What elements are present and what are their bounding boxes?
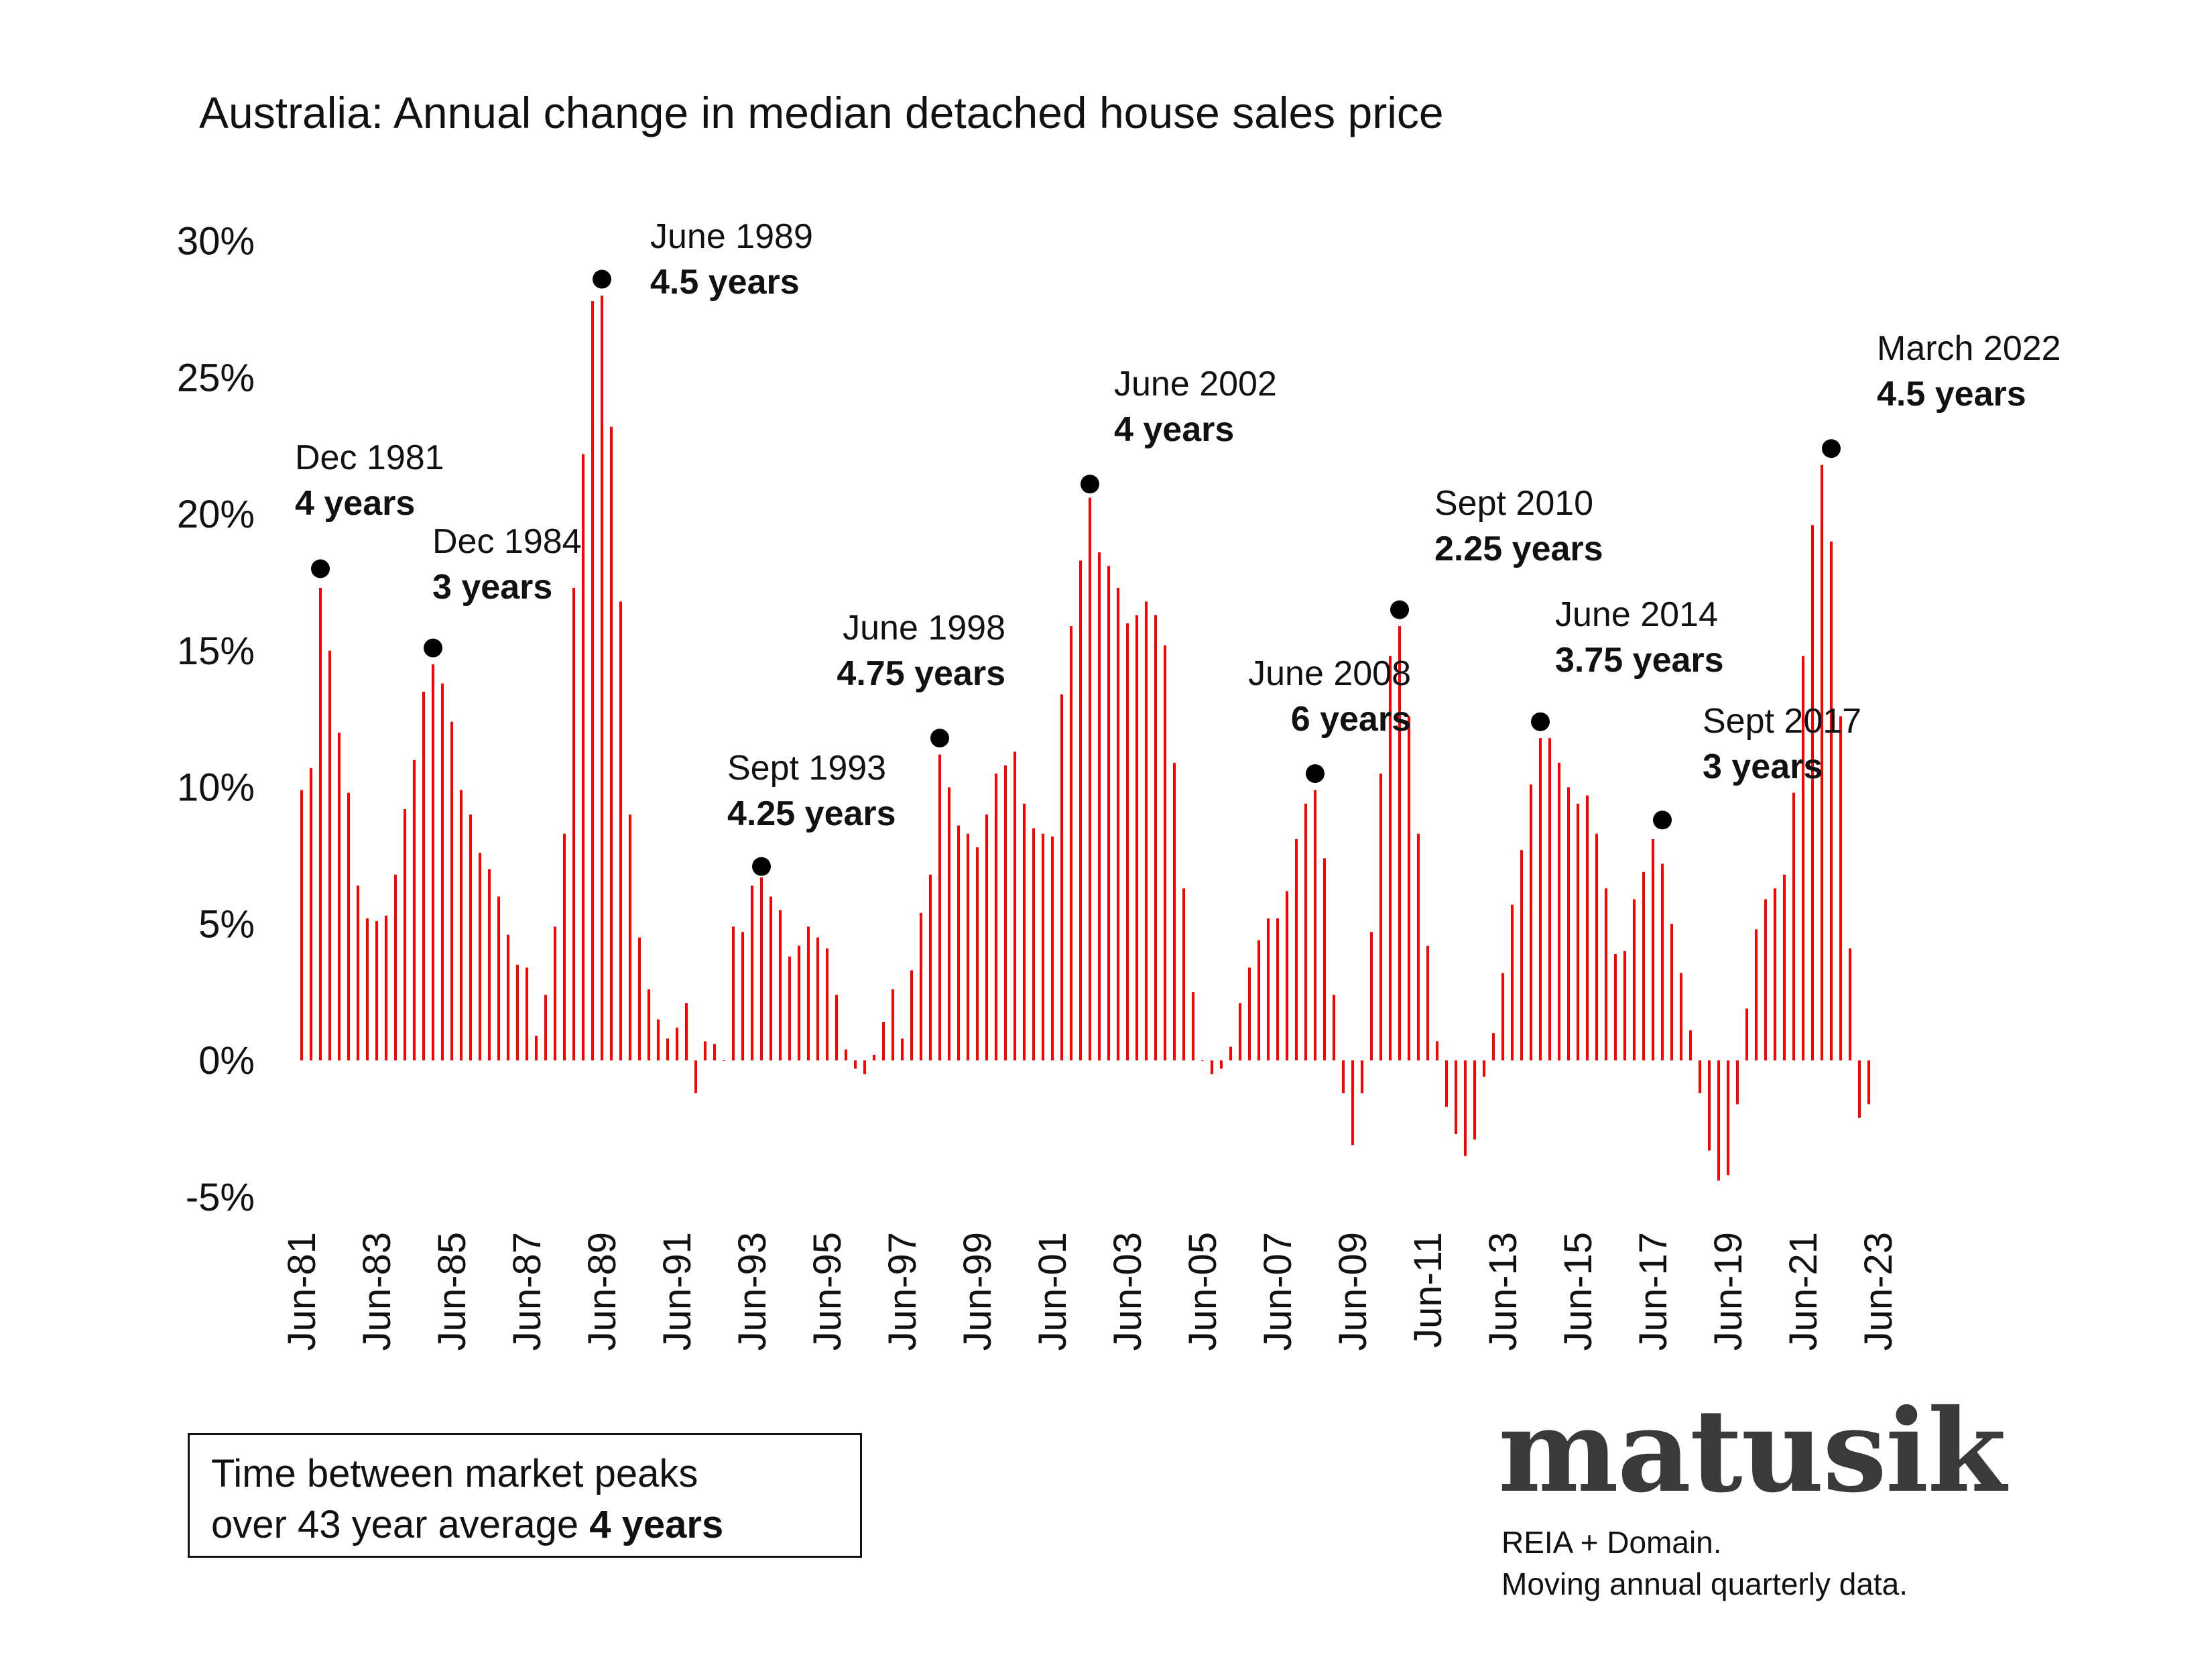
peak-marker — [1390, 600, 1409, 619]
y-tick-label: 0% — [198, 1039, 255, 1083]
peak-marker — [1822, 439, 1841, 458]
peak-annotation: Dec 1981 4 years — [295, 438, 444, 578]
y-axis: 30% 25% 20% 15% 10% 5% 0% -5% — [177, 220, 255, 1219]
x-tick-label: Jun-21 — [1782, 1232, 1825, 1351]
peak-duration: 6 years — [1291, 700, 1411, 739]
peak-annotation: Dec 1984 3 years — [424, 522, 582, 658]
peak-marker — [752, 857, 771, 876]
x-tick-label: Jun-93 — [731, 1232, 774, 1351]
peak-duration: 3 years — [432, 568, 552, 607]
x-tick-label: Jun-23 — [1857, 1232, 1900, 1351]
x-axis: Jun-81 Jun-83 Jun-85 Jun-87 Jun-89 Jun-91 Jun-… — [280, 1232, 1900, 1351]
x-tick-label: Jun-91 — [656, 1232, 699, 1351]
x-tick-label: Jun-15 — [1556, 1232, 1600, 1351]
peak-date: Dec 1984 — [432, 522, 582, 561]
peak-duration: 3 years — [1703, 747, 1823, 786]
peak-date: Sept 2017 — [1703, 702, 1861, 741]
peak-duration: 2.25 years — [1434, 530, 1603, 568]
peak-annotation: June 1989 4.5 years — [593, 217, 813, 302]
peak-annotation: June 2008 6 years — [1248, 654, 1411, 784]
peak-annotation: Sept 2010 2.25 years — [1390, 484, 1603, 619]
x-tick-label: Jun-81 — [280, 1232, 324, 1351]
peak-duration: 4.5 years — [1877, 375, 2026, 414]
peak-marker — [424, 638, 442, 658]
x-tick-label: Jun-13 — [1481, 1232, 1525, 1351]
x-tick-label: Jun-83 — [355, 1232, 399, 1351]
source-line-2: Moving annual quarterly data. — [1501, 1566, 1908, 1601]
peak-marker — [1081, 475, 1099, 494]
bars — [300, 296, 1870, 1181]
x-tick-label: Jun-11 — [1406, 1232, 1450, 1348]
peak-date: June 2014 — [1555, 595, 1718, 634]
peak-date: Sept 1993 — [727, 749, 886, 788]
summary-line-1: Time between market peaks — [211, 1452, 698, 1495]
x-tick-label: Jun-17 — [1632, 1232, 1675, 1351]
peak-date: June 1998 — [843, 609, 1005, 648]
peak-annotation: March 2022 4.5 years — [1822, 329, 2061, 458]
summary-line-2: over 43 year average 4 years — [211, 1499, 860, 1550]
x-tick-label: Jun-05 — [1181, 1232, 1225, 1351]
x-tick-label: Jun-89 — [580, 1232, 624, 1351]
peak-date: Dec 1981 — [295, 438, 444, 477]
y-tick-label: 15% — [177, 629, 255, 673]
peak-annotation: June 1998 4.75 years — [837, 609, 1005, 748]
peak-marker — [930, 729, 949, 748]
summary-box: Time between market peaks over 43 year a… — [188, 1433, 862, 1558]
x-tick-label: Jun-09 — [1331, 1232, 1375, 1351]
y-tick-label: 30% — [177, 220, 255, 263]
y-tick-label: 10% — [177, 766, 255, 810]
peak-marker — [1531, 712, 1550, 731]
y-tick-label: 20% — [177, 493, 255, 536]
peak-date: June 2002 — [1114, 365, 1277, 404]
summary-average: 4 years — [589, 1503, 724, 1546]
x-tick-label: Jun-85 — [430, 1232, 474, 1351]
peak-duration: 4 years — [295, 484, 415, 523]
matusik-logo: matusik — [1498, 1384, 2006, 1518]
x-tick-label: Jun-87 — [505, 1232, 549, 1351]
peak-duration: 4.5 years — [650, 263, 800, 302]
y-tick-label: 5% — [198, 902, 255, 946]
peak-duration: 4 years — [1114, 410, 1234, 449]
x-tick-label: Jun-07 — [1256, 1232, 1300, 1351]
peak-duration: 3.75 years — [1555, 641, 1724, 680]
peak-annotation: Sept 2017 3 years — [1653, 702, 1861, 830]
x-tick-label: Jun-97 — [881, 1232, 924, 1351]
summary-line-2-text: over 43 year average — [211, 1503, 590, 1546]
x-tick-label: Jun-03 — [1106, 1232, 1150, 1351]
y-tick-label: 25% — [177, 356, 255, 400]
y-tick-label: -5% — [186, 1176, 255, 1219]
peak-annotation: June 2014 3.75 years — [1531, 595, 1724, 731]
x-tick-label: Jun-01 — [1031, 1232, 1074, 1351]
peak-duration: 4.25 years — [727, 794, 896, 833]
peak-duration: 4.75 years — [837, 654, 1005, 693]
peak-date: Sept 2010 — [1434, 484, 1593, 523]
source-line-1: REIA + Domain. — [1501, 1525, 1722, 1560]
peak-date: June 1989 — [650, 217, 813, 256]
peak-marker — [311, 559, 330, 578]
peak-date: June 2008 — [1248, 654, 1411, 693]
peak-annotations: Dec 1981 4 years Dec 1984 3 years June 1989 4… — [295, 217, 2061, 876]
peak-marker — [1306, 764, 1325, 784]
peak-marker — [593, 269, 611, 289]
peak-marker — [1653, 810, 1672, 830]
peak-annotation: Sept 1993 4.25 years — [727, 749, 896, 876]
source-note: REIA + Domain. Moving annual quarterly d… — [1501, 1522, 1908, 1605]
x-tick-label: Jun-99 — [956, 1232, 999, 1351]
peak-annotation: June 2002 4 years — [1081, 365, 1277, 494]
peak-date: March 2022 — [1877, 329, 2061, 368]
x-tick-label: Jun-19 — [1707, 1232, 1750, 1351]
chart-title: Australia: Annual change in median detac… — [199, 88, 1444, 137]
x-tick-label: Jun-95 — [806, 1232, 849, 1351]
